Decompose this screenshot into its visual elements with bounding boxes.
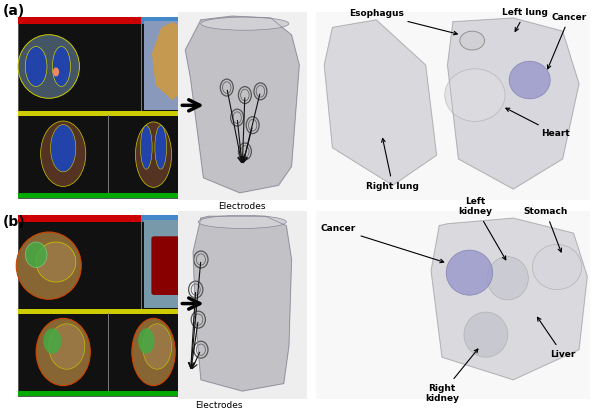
Ellipse shape	[51, 125, 76, 172]
FancyBboxPatch shape	[152, 236, 191, 295]
Polygon shape	[193, 216, 291, 391]
Ellipse shape	[140, 126, 152, 169]
Text: (a): (a)	[3, 4, 25, 18]
Ellipse shape	[52, 47, 70, 86]
Ellipse shape	[25, 47, 47, 86]
Ellipse shape	[143, 324, 172, 369]
Ellipse shape	[532, 244, 582, 290]
Text: Electrodes: Electrodes	[195, 401, 243, 410]
Text: Right lung: Right lung	[366, 138, 419, 190]
FancyBboxPatch shape	[143, 220, 197, 309]
Ellipse shape	[464, 312, 508, 357]
Polygon shape	[431, 218, 587, 380]
Polygon shape	[447, 18, 579, 189]
Ellipse shape	[445, 69, 505, 121]
Ellipse shape	[509, 61, 550, 99]
Ellipse shape	[446, 250, 492, 295]
Ellipse shape	[198, 215, 287, 228]
FancyBboxPatch shape	[108, 115, 109, 193]
FancyBboxPatch shape	[18, 309, 199, 314]
Text: Cancer: Cancer	[320, 224, 444, 263]
Ellipse shape	[53, 67, 59, 76]
FancyBboxPatch shape	[141, 17, 199, 24]
FancyBboxPatch shape	[18, 215, 141, 222]
Ellipse shape	[49, 324, 85, 369]
Ellipse shape	[36, 318, 90, 386]
Ellipse shape	[132, 318, 175, 386]
FancyBboxPatch shape	[316, 12, 590, 200]
Text: Cancer: Cancer	[547, 13, 587, 69]
Ellipse shape	[43, 328, 61, 354]
FancyBboxPatch shape	[143, 21, 197, 110]
Ellipse shape	[201, 17, 289, 30]
Ellipse shape	[135, 122, 172, 188]
Text: Right
kidney: Right kidney	[425, 349, 478, 403]
Text: Left lung: Left lung	[502, 8, 548, 31]
FancyBboxPatch shape	[141, 215, 199, 222]
FancyBboxPatch shape	[18, 215, 199, 396]
Ellipse shape	[138, 328, 154, 354]
FancyBboxPatch shape	[18, 17, 141, 24]
Polygon shape	[185, 16, 299, 193]
Ellipse shape	[155, 126, 167, 169]
Polygon shape	[324, 20, 436, 185]
Text: Heart: Heart	[506, 108, 569, 138]
Ellipse shape	[16, 232, 81, 299]
Text: Liver: Liver	[538, 317, 576, 358]
Text: Esophagus: Esophagus	[349, 9, 458, 35]
Ellipse shape	[487, 256, 529, 300]
FancyBboxPatch shape	[178, 211, 307, 399]
Polygon shape	[153, 23, 191, 99]
FancyBboxPatch shape	[18, 392, 199, 396]
FancyBboxPatch shape	[18, 111, 199, 116]
Ellipse shape	[25, 242, 47, 268]
Text: (b): (b)	[3, 215, 26, 229]
FancyBboxPatch shape	[18, 193, 199, 198]
Text: Stomach: Stomach	[524, 207, 568, 252]
Ellipse shape	[18, 35, 79, 98]
Text: Left
kidney: Left kidney	[458, 197, 506, 260]
FancyBboxPatch shape	[18, 17, 199, 198]
FancyBboxPatch shape	[178, 12, 307, 200]
FancyBboxPatch shape	[316, 211, 590, 399]
FancyBboxPatch shape	[108, 313, 109, 392]
Ellipse shape	[41, 121, 85, 186]
Ellipse shape	[36, 242, 76, 282]
Text: Electrodes: Electrodes	[219, 202, 266, 211]
Ellipse shape	[460, 31, 485, 50]
